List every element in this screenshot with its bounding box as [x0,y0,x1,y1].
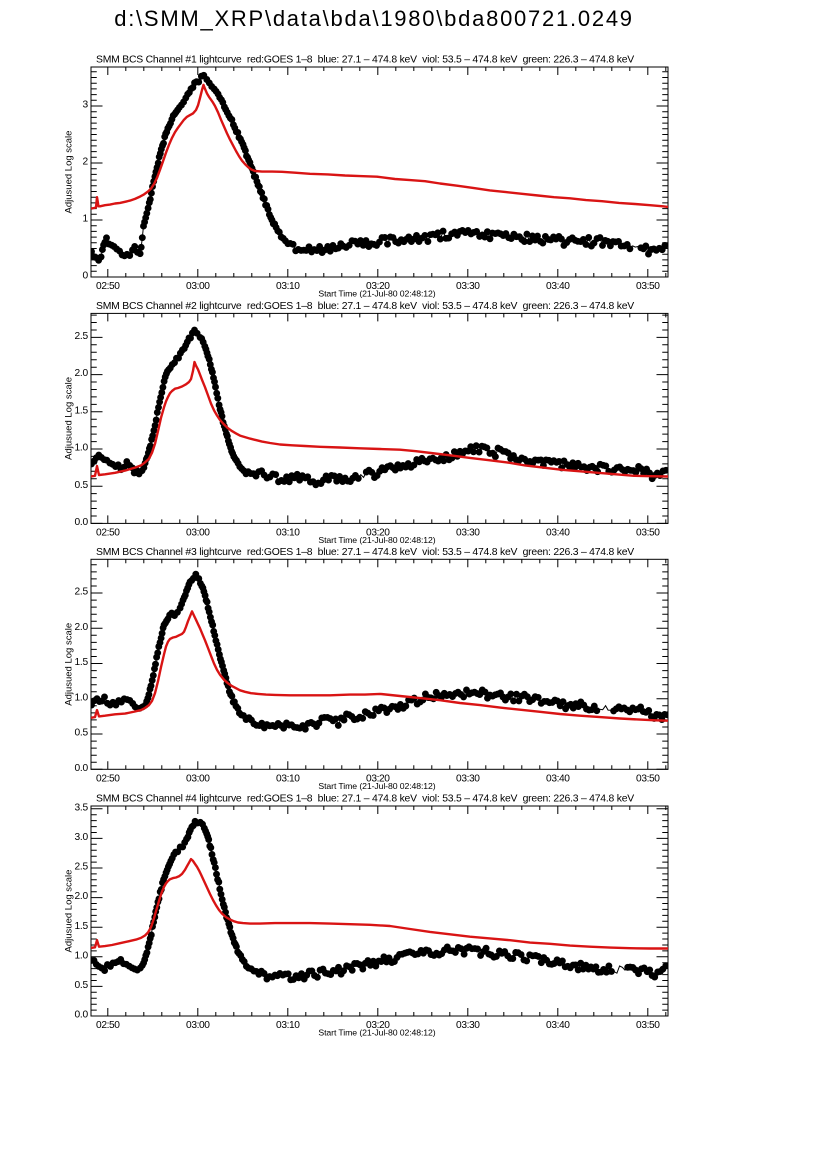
svg-text:03:00: 03:00 [186,1020,210,1031]
svg-text:03:30: 03:30 [456,528,480,539]
svg-text:2.5: 2.5 [74,587,88,598]
svg-text:03:30: 03:30 [456,774,480,785]
svg-text:Start Time (21-Jul-80 02:48:12: Start Time (21-Jul-80 02:48:12) [318,1028,435,1038]
svg-text:03:20: 03:20 [366,528,390,539]
svg-text:02:50: 02:50 [96,1020,120,1031]
svg-text:0.5: 0.5 [74,480,88,491]
svg-text:03:20: 03:20 [366,1020,390,1031]
svg-text:02:50: 02:50 [96,528,120,539]
svg-text:03:00: 03:00 [186,774,210,785]
svg-text:2.5: 2.5 [74,331,88,342]
svg-text:Adjusued Log scale: Adjusued Log scale [64,623,75,706]
svg-text:3.0: 3.0 [74,832,88,843]
svg-text:03:00: 03:00 [186,528,210,539]
svg-text:03:10: 03:10 [276,528,300,539]
svg-text:d:\SMM_XRP\data\bda\1980\bda80: d:\SMM_XRP\data\bda\1980\bda800721.0249 [114,6,634,31]
svg-text:2.0: 2.0 [74,891,88,902]
svg-text:1.5: 1.5 [74,921,88,932]
svg-text:0.0: 0.0 [74,517,88,528]
svg-text:Start Time (21-Jul-80 02:48:12: Start Time (21-Jul-80 02:48:12) [318,535,435,545]
svg-text:03:50: 03:50 [636,1020,660,1031]
svg-text:0.5: 0.5 [74,980,88,991]
svg-text:0.5: 0.5 [74,728,88,739]
svg-text:Start Time (21-Jul-80 02:48:12: Start Time (21-Jul-80 02:48:12) [318,289,435,299]
svg-text:03:00: 03:00 [186,281,210,292]
svg-text:SMM BCS Channel #1 lightcurve: SMM BCS Channel #1 lightcurve red:GOES 1… [96,55,634,66]
svg-text:1.0: 1.0 [74,443,88,454]
svg-text:SMM BCS Channel #3 lightcurve: SMM BCS Channel #3 lightcurve red:GOES 1… [96,547,634,558]
svg-text:0.0: 0.0 [74,763,88,774]
svg-text:03:10: 03:10 [276,1020,300,1031]
svg-text:0: 0 [83,271,89,282]
svg-text:03:20: 03:20 [366,774,390,785]
svg-text:2.5: 2.5 [74,862,88,873]
svg-text:02:50: 02:50 [96,281,120,292]
svg-text:Adjusued Log scale: Adjusued Log scale [64,377,75,460]
svg-text:1.0: 1.0 [74,950,88,961]
svg-text:2.0: 2.0 [74,622,88,633]
svg-text:3.5: 3.5 [74,802,88,813]
svg-text:03:10: 03:10 [276,774,300,785]
svg-text:Start Time (21-Jul-80 02:48:12: Start Time (21-Jul-80 02:48:12) [318,781,435,791]
svg-text:1: 1 [83,214,89,225]
svg-text:03:50: 03:50 [636,528,660,539]
svg-text:2: 2 [83,157,89,168]
svg-text:03:40: 03:40 [546,528,570,539]
svg-text:03:10: 03:10 [276,281,300,292]
svg-text:1.5: 1.5 [74,405,88,416]
svg-text:1.5: 1.5 [74,657,88,668]
svg-text:03:30: 03:30 [456,281,480,292]
svg-text:Adjusued Log scale: Adjusued Log scale [64,870,75,953]
svg-text:03:40: 03:40 [546,1020,570,1031]
svg-text:0.0: 0.0 [74,1010,88,1021]
svg-text:SMM BCS Channel #4 lightcurve: SMM BCS Channel #4 lightcurve red:GOES 1… [96,794,634,805]
svg-text:03:50: 03:50 [636,281,660,292]
svg-text:03:50: 03:50 [636,774,660,785]
svg-text:03:40: 03:40 [546,774,570,785]
svg-text:Adjusued Log scale: Adjusued Log scale [64,131,75,214]
svg-text:03:20: 03:20 [366,281,390,292]
svg-text:03:40: 03:40 [546,281,570,292]
svg-text:1.0: 1.0 [74,692,88,703]
svg-text:SMM BCS Channel #2 lightcurve: SMM BCS Channel #2 lightcurve red:GOES 1… [96,301,634,312]
svg-text:3: 3 [83,100,89,111]
svg-text:03:30: 03:30 [456,1020,480,1031]
svg-text:02:50: 02:50 [96,774,120,785]
svg-text:2.0: 2.0 [74,368,88,379]
